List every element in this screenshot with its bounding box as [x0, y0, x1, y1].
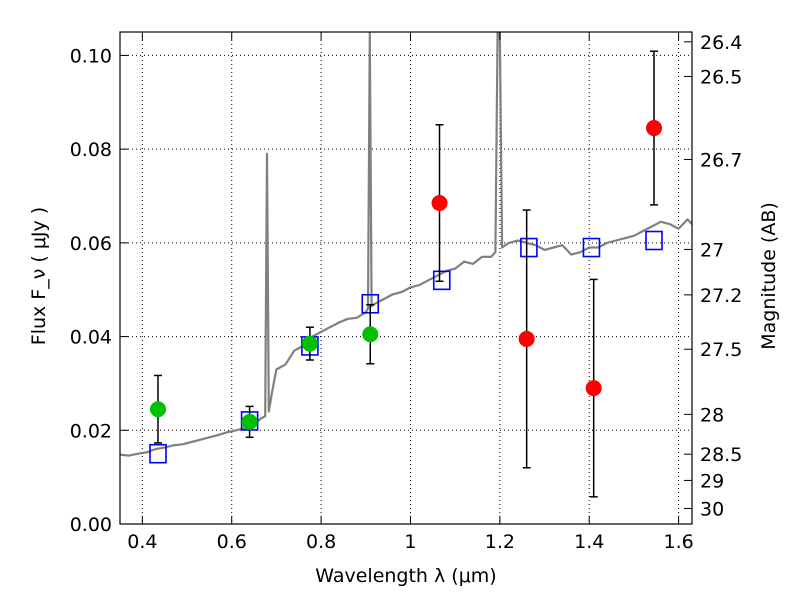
right-axis-title: Magnitude (AB): [758, 202, 780, 350]
right-tick-label: 27: [700, 239, 724, 261]
model-spectrum-line: [120, 32, 692, 457]
right-tick-label: 29: [700, 470, 724, 492]
x-tick-label: 1.4: [574, 531, 604, 553]
y-axis-title: Flux F_ν ( μJy ): [28, 207, 50, 345]
model-photometry-square: [645, 230, 663, 251]
y-tick-label: 0.00: [70, 514, 112, 536]
spectrum-layer: [120, 32, 692, 457]
y-tick-label: 0.10: [70, 45, 112, 67]
detection-point: [301, 335, 318, 352]
upper-limit-point: [431, 195, 448, 212]
model-photometry-square: [432, 270, 451, 291]
right-tick-label: 28: [700, 404, 724, 426]
y-tick-label: 0.06: [70, 233, 112, 255]
model-photometry-square: [520, 237, 538, 258]
grid-layer: [120, 32, 692, 525]
y-tick-label: 0.04: [70, 327, 112, 349]
right-tick-label: 30: [700, 499, 724, 521]
model-photometry-layer: [149, 230, 663, 464]
right-tick-label: 27.5: [700, 339, 742, 361]
x-tick-label: 1.2: [485, 531, 515, 553]
y-axis-right-label: Magnitude (AB): [758, 202, 780, 350]
detection-point: [362, 326, 379, 343]
x-tick-label: 0.8: [306, 531, 336, 553]
x-axis-label: Wavelength λ (μm): [315, 565, 496, 587]
model-photometry-square: [149, 443, 167, 464]
x-tick-label: 0.4: [127, 531, 157, 553]
y-axis-label: Flux F_ν ( μJy ): [28, 207, 50, 345]
x-tick-label: 1.6: [663, 531, 693, 553]
x-tick-label: 0.6: [217, 531, 247, 553]
right-tick-label: 27.2: [700, 285, 742, 307]
right-tick-label: 26.7: [700, 149, 742, 171]
errorbar-layer: [153, 50, 659, 498]
y-tick-label: 0.02: [70, 420, 112, 442]
detection-point: [149, 401, 166, 418]
upper-limit-point: [646, 120, 663, 137]
x-tick-label: 1: [404, 531, 416, 553]
data-point-layer: [149, 120, 663, 430]
axes-layer: 0.4 0.6 0.8 1 1.2 1.4 1.6 0.00 0.02 0.04 0.06 0.08 0…: [70, 31, 742, 553]
model-photometry-square: [582, 237, 601, 258]
right-tick-label: 26.4: [700, 32, 742, 54]
upper-limit-point: [518, 330, 535, 347]
upper-limit-point: [585, 380, 602, 397]
y-tick-label: 0.08: [70, 139, 112, 161]
right-tick-label: 28.5: [700, 444, 742, 466]
x-axis-title: Wavelength λ (μm): [315, 565, 496, 587]
plot-frame: [119, 31, 693, 525]
detection-point: [241, 413, 258, 430]
right-tick-label: 26.5: [700, 67, 742, 89]
